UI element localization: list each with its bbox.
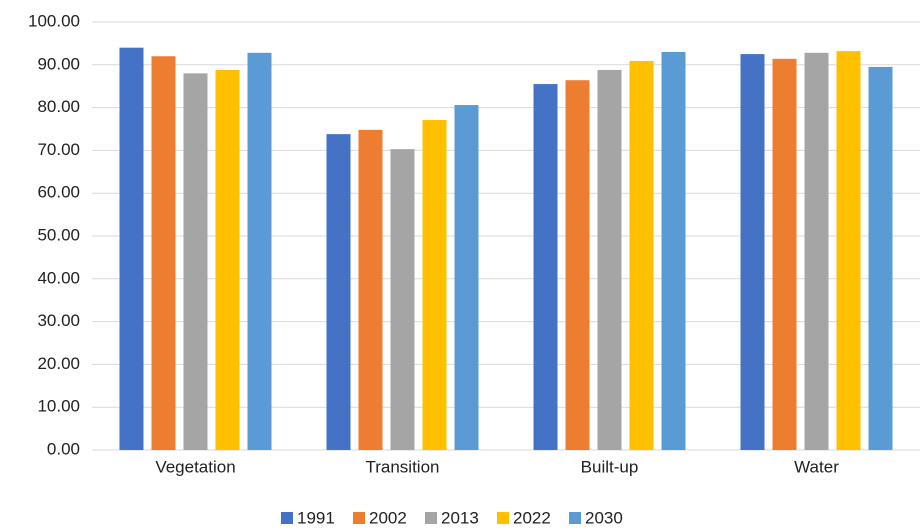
bar bbox=[215, 69, 240, 450]
bar bbox=[358, 129, 383, 450]
y-tick-label: 80.00 bbox=[37, 97, 80, 116]
y-tick-label: 70.00 bbox=[37, 140, 80, 159]
bar bbox=[804, 52, 829, 450]
legend-swatch bbox=[425, 512, 437, 524]
bar bbox=[326, 134, 351, 451]
y-tick-label: 60.00 bbox=[37, 183, 80, 202]
bar bbox=[119, 47, 144, 451]
legend-label: 2002 bbox=[369, 508, 407, 527]
bar bbox=[390, 149, 415, 450]
legend-label: 2022 bbox=[513, 508, 551, 527]
legend-label: 2013 bbox=[441, 508, 479, 527]
bar bbox=[533, 84, 558, 450]
y-tick-label: 10.00 bbox=[37, 397, 80, 416]
legend-swatch bbox=[281, 512, 293, 524]
legend-label: 2030 bbox=[585, 508, 623, 527]
x-tick-label: Built-up bbox=[581, 457, 639, 476]
y-tick-label: 90.00 bbox=[37, 54, 80, 73]
bar bbox=[597, 69, 622, 450]
x-tick-label: Vegetation bbox=[155, 457, 235, 476]
y-tick-label: 100.00 bbox=[28, 11, 80, 30]
legend-swatch bbox=[569, 512, 581, 524]
bar bbox=[629, 60, 654, 450]
y-tick-label: 20.00 bbox=[37, 354, 80, 373]
bar bbox=[565, 80, 590, 450]
bar bbox=[868, 66, 893, 450]
bar bbox=[740, 54, 765, 450]
bar bbox=[183, 73, 208, 451]
x-tick-label: Transition bbox=[365, 457, 439, 476]
y-tick-label: 50.00 bbox=[37, 225, 80, 244]
legend-label: 1991 bbox=[297, 508, 335, 527]
bar bbox=[836, 51, 861, 450]
bar bbox=[661, 51, 686, 451]
bar bbox=[151, 56, 176, 451]
y-tick-label: 30.00 bbox=[37, 311, 80, 330]
legend-swatch bbox=[353, 512, 365, 524]
y-tick-label: 0.00 bbox=[47, 439, 80, 458]
y-tick-label: 40.00 bbox=[37, 268, 80, 287]
bar bbox=[772, 58, 797, 451]
bar bbox=[422, 120, 447, 451]
bar bbox=[247, 52, 272, 450]
legend-swatch bbox=[497, 512, 509, 524]
bar bbox=[454, 105, 479, 451]
x-tick-label: Water bbox=[794, 457, 839, 476]
